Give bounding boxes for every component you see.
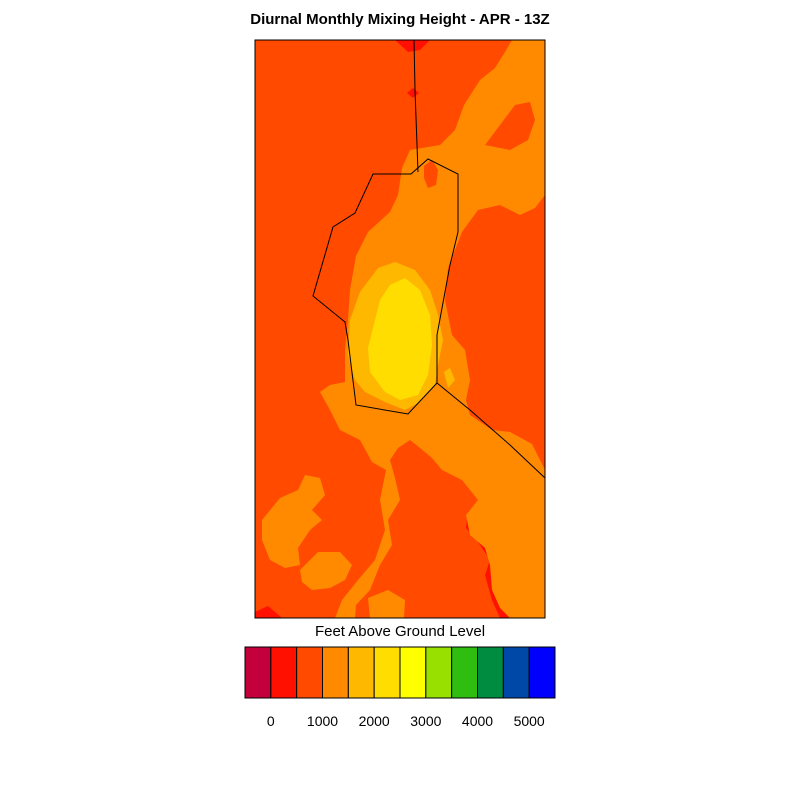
contour-yellow-core: [368, 278, 432, 400]
colorbar-swatch: [296, 646, 323, 699]
colorbar-swatch: [399, 646, 427, 699]
colorbar-tick-label: 4000: [462, 713, 493, 729]
map-frame: [254, 39, 546, 619]
contour-redorange-island-1: [485, 102, 535, 150]
colorbar-swatch: [528, 646, 556, 699]
colorbar-tick-label: 0: [267, 713, 275, 729]
contour-red-dot: [407, 88, 419, 98]
contour-red-bottom-left: [255, 606, 282, 618]
colorbar-swatch: [425, 646, 453, 699]
boundary-north-line: [413, 39, 419, 173]
colorbar-tick-label: 5000: [514, 713, 545, 729]
contour-orange-left-blob: [262, 475, 325, 568]
colorbar-swatch: [502, 646, 530, 699]
colorbar-tick-label: 1000: [307, 713, 338, 729]
colorbar-swatch: [477, 646, 504, 699]
colorbar-swatch: [322, 646, 349, 699]
chart-title: Diurnal Monthly Mixing Height - APR - 13…: [250, 11, 550, 28]
colorbar-tick-label: 3000: [410, 713, 441, 729]
contour-redorange-island-2: [424, 160, 438, 188]
colorbar-swatch: [347, 646, 375, 699]
contour-orange-small-blob: [300, 552, 352, 590]
colorbar-swatch: [451, 646, 478, 699]
colorbar-swatch: [244, 646, 272, 699]
boundary-southeast-line: [436, 382, 546, 479]
colorbar-tick-label: 2000: [359, 713, 390, 729]
contour-red-top: [395, 40, 430, 52]
contour-amber-east-spot: [444, 368, 455, 388]
colorbar-swatch: [373, 646, 401, 699]
colorbar-swatch: [270, 646, 298, 699]
boundary-outline: [312, 158, 459, 415]
colorbar-label: Feet Above Ground Level: [314, 623, 486, 640]
contour-orange-bottom: [368, 590, 405, 618]
